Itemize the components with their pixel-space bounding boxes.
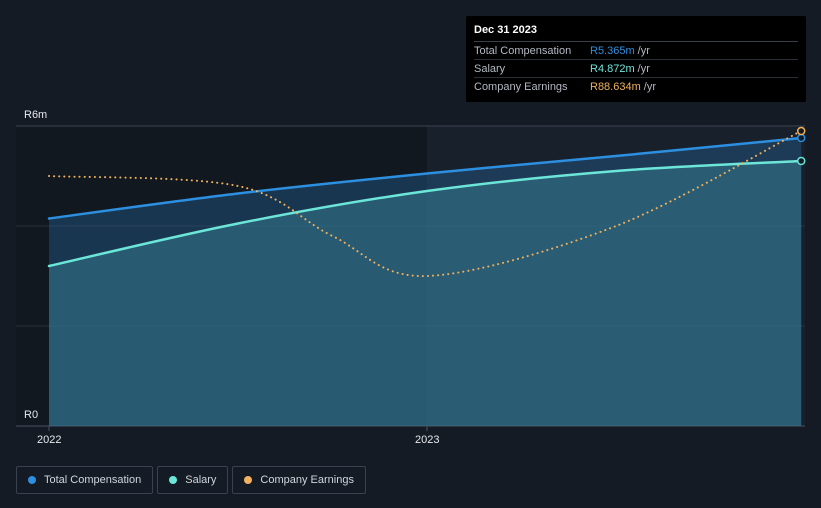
y-tick-label-max: R6m	[24, 109, 47, 121]
area-salary	[49, 161, 802, 426]
chart-legend: Total Compensation Salary Company Earnin…	[16, 466, 366, 494]
tooltip-value-earnings: R88.634m	[590, 80, 641, 93]
tooltip-value-salary: R4.872m	[590, 62, 635, 75]
series-line-total	[47, 136, 803, 220]
legend-dot-icon	[169, 476, 178, 484]
tooltip-value-total: R5.365m	[590, 44, 635, 57]
tooltip-label-total: Total Compensation	[474, 44, 572, 57]
legend-item-company-earnings[interactable]: Company Earnings	[232, 466, 366, 494]
legend-item-salary[interactable]: Salary	[157, 466, 229, 494]
tooltip-label-earnings: Company Earnings	[474, 80, 568, 93]
series-line-salary	[47, 159, 803, 268]
x-tick-label-2023: 2023	[415, 434, 439, 446]
series-end-point-earnings	[796, 126, 806, 136]
tooltip-row-salary: Salary R4.872m /yr	[474, 60, 798, 78]
series-end-point-salary	[796, 156, 806, 166]
chart-tooltip: Dec 31 2023 Total Compensation R5.365m /…	[466, 16, 806, 102]
series-end-point-total	[796, 133, 806, 143]
tooltip-date: Dec 31 2023	[474, 24, 798, 42]
legend-dot-icon	[28, 476, 36, 484]
tooltip-row-earnings: Company Earnings R88.634m /yr	[474, 78, 798, 95]
series-line-earnings	[48, 130, 803, 278]
x-tick-label-2022: 2022	[37, 434, 61, 446]
legend-item-total-compensation[interactable]: Total Compensation	[16, 466, 154, 494]
legend-label-total-compensation: Total Compensation	[44, 474, 142, 486]
tooltip-label-salary: Salary	[474, 62, 506, 75]
tooltip-row-total: Total Compensation R5.365m /yr	[474, 42, 798, 60]
tooltip-unit-salary: /yr	[637, 62, 650, 75]
legend-label-salary: Salary	[185, 474, 217, 486]
tooltip-unit-total: /yr	[637, 44, 650, 57]
legend-label-company-earnings: Company Earnings	[260, 474, 354, 486]
y-tick-label-min: R0	[24, 409, 38, 421]
tooltip-unit-earnings: /yr	[643, 80, 656, 93]
legend-dot-icon	[244, 476, 253, 484]
